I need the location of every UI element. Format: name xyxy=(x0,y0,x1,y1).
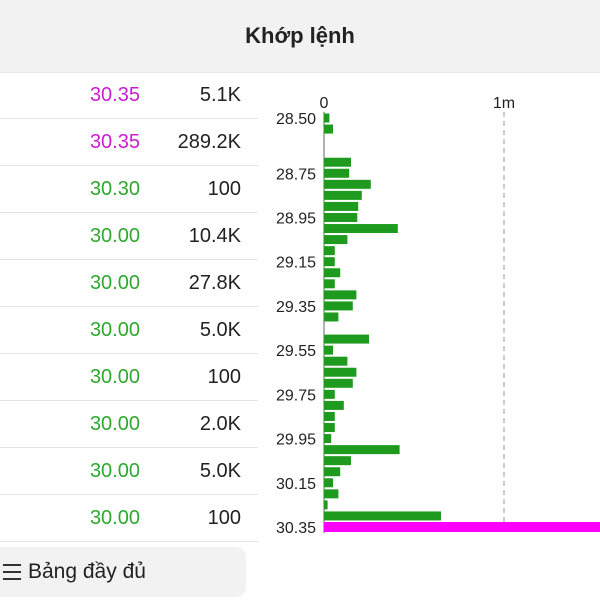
page-title: Khớp lệnh xyxy=(245,23,355,48)
volume-bar xyxy=(324,279,335,289)
trade-row[interactable]: 30.00 100 xyxy=(0,495,258,542)
volume-bar xyxy=(324,345,333,355)
y-tick-label: 29.35 xyxy=(276,299,316,316)
trade-price: 30.00 xyxy=(89,272,140,294)
trade-row[interactable]: 30.00 5.0K xyxy=(0,448,258,495)
volume-bar xyxy=(324,212,358,222)
trade-volume: 289.2K xyxy=(177,131,241,153)
trade-price: 30.00 xyxy=(89,319,140,341)
volume-bar xyxy=(324,113,330,123)
volume-bar xyxy=(324,190,362,200)
y-tick-label: 30.35 xyxy=(276,520,316,537)
trade-volume: 5.0K xyxy=(199,319,241,341)
full-table-label: Bảng đầy đủ xyxy=(28,560,146,583)
y-tick-label: 29.75 xyxy=(276,387,316,404)
x-tick-label: 1m xyxy=(493,95,515,112)
volume-bar xyxy=(324,301,353,311)
volume-bar xyxy=(324,168,350,178)
trade-row[interactable]: 30.00 10.4K xyxy=(0,213,258,260)
trade-price: 30.00 xyxy=(89,413,140,435)
trade-row[interactable]: 30.00 27.8K xyxy=(0,260,258,307)
volume-bar xyxy=(324,400,344,410)
volume-bar xyxy=(324,500,328,510)
trade-volume: 5.0K xyxy=(199,460,241,482)
trade-price: 30.00 xyxy=(89,460,140,482)
trade-volume: 5.1K xyxy=(199,84,241,106)
trade-row[interactable]: 30.35 5.1K xyxy=(0,72,258,119)
volume-bar xyxy=(324,467,341,477)
volume-bar xyxy=(324,434,332,444)
volume-bar xyxy=(324,411,335,421)
volume-by-price-chart: 01m2m3m28.5028.7528.9529.1529.3529.5529.… xyxy=(276,95,600,537)
trade-price: 30.30 xyxy=(89,178,140,200)
trade-volume: 10.4K xyxy=(188,225,241,247)
volume-bar xyxy=(324,246,335,256)
trade-row[interactable]: 30.00 5.0K xyxy=(0,307,258,354)
y-tick-label: 28.50 xyxy=(276,111,316,128)
trade-price: 30.35 xyxy=(89,84,140,106)
volume-bar xyxy=(324,423,335,433)
trade-volume: 2.0K xyxy=(199,413,241,435)
volume-bar xyxy=(324,290,357,300)
volume-bar xyxy=(324,201,359,211)
trade-price: 30.35 xyxy=(89,131,140,153)
volume-bar xyxy=(324,478,333,488)
trade-row[interactable]: 30.30 100 xyxy=(0,166,258,213)
list-icon xyxy=(3,564,21,580)
full-table-button[interactable]: Bảng đầy đủ xyxy=(0,547,246,597)
trade-price: 30.00 xyxy=(89,507,140,529)
y-tick-label: 28.75 xyxy=(276,166,316,183)
volume-bar xyxy=(324,445,400,455)
volume-bar xyxy=(324,235,348,245)
volume-bar xyxy=(324,224,398,234)
y-tick-label: 28.95 xyxy=(276,210,316,227)
volume-bar xyxy=(324,179,371,189)
volume-bar xyxy=(324,456,351,466)
trade-row[interactable]: 30.00 100 xyxy=(0,354,258,401)
volume-bar xyxy=(324,511,441,521)
trade-volume: 27.8K xyxy=(188,272,241,294)
trade-volume: 100 xyxy=(207,366,241,388)
volume-bar xyxy=(324,378,353,388)
volume-bar xyxy=(324,257,335,267)
volume-bar xyxy=(324,389,335,399)
volume-bar xyxy=(324,157,351,167)
volume-bar-current xyxy=(324,522,600,532)
volume-bar xyxy=(324,367,357,377)
x-tick-label: 0 xyxy=(320,95,329,112)
y-tick-label: 29.95 xyxy=(276,432,316,449)
trade-row[interactable]: 30.35 289.2K xyxy=(0,119,258,166)
matched-orders-list[interactable]: 30.35 5.1K 30.35 289.2K 30.30 100 30.00 10.4K 30… xyxy=(0,72,258,544)
y-tick-label: 29.55 xyxy=(276,343,316,360)
y-tick-label: 29.15 xyxy=(276,255,316,272)
trade-volume: 100 xyxy=(207,178,241,200)
volume-bar xyxy=(324,334,369,344)
y-tick-label: 30.15 xyxy=(276,476,316,493)
trade-price: 30.00 xyxy=(89,225,140,247)
volume-bar xyxy=(324,356,348,366)
trade-volume: 100 xyxy=(207,507,241,529)
volume-bar xyxy=(324,124,333,134)
volume-bar xyxy=(324,268,341,278)
header: Khớp lệnh xyxy=(0,0,600,73)
volume-bar xyxy=(324,489,339,499)
volume-bar xyxy=(324,312,339,322)
trade-price: 30.00 xyxy=(89,366,140,388)
trade-row[interactable]: 30.00 2.0K xyxy=(0,401,258,448)
